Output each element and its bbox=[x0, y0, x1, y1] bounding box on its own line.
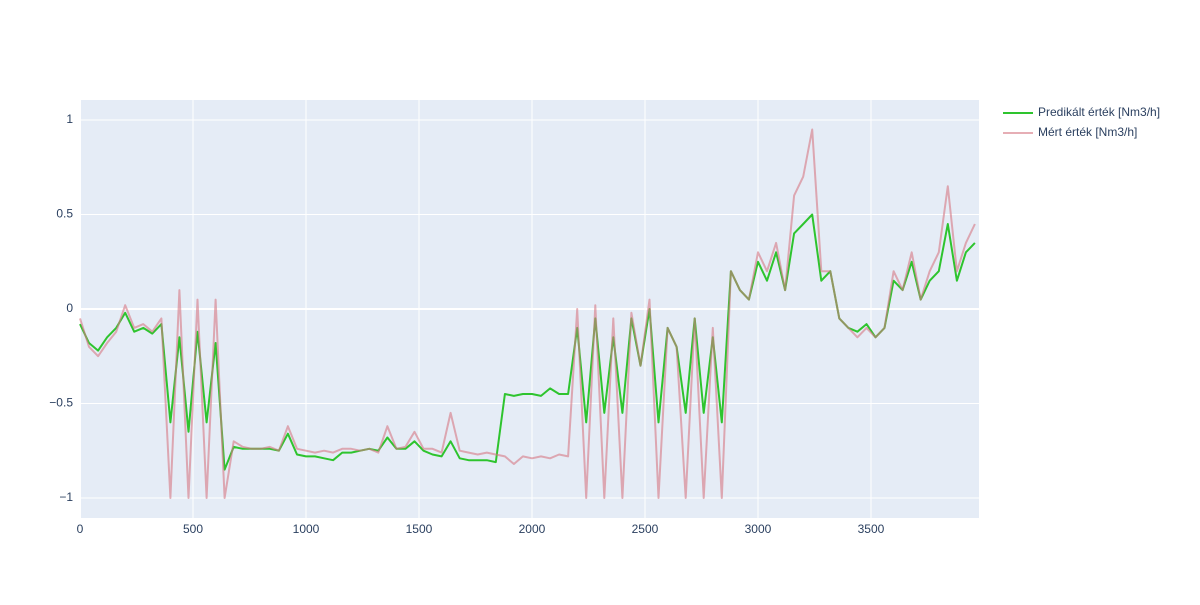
legend-label[interactable]: Predikált érték [Nm3/h] bbox=[1038, 105, 1160, 119]
y-tick-label: −1 bbox=[59, 490, 73, 504]
x-tick-label: 3000 bbox=[745, 522, 772, 536]
x-tick-label: 3500 bbox=[858, 522, 885, 536]
y-tick-label: −0.5 bbox=[49, 396, 73, 410]
y-tick-label: 0.5 bbox=[56, 207, 73, 221]
y-tick-label: 1 bbox=[66, 112, 73, 126]
series-line bbox=[79, 213, 976, 471]
x-tick-label: 1000 bbox=[293, 522, 320, 536]
x-tick-label: 1500 bbox=[406, 522, 433, 536]
legend-label[interactable]: Mért érték [Nm3/h] bbox=[1038, 125, 1137, 139]
series-line bbox=[79, 128, 976, 499]
y-tick-label: 0 bbox=[66, 301, 73, 315]
x-tick-label: 2000 bbox=[519, 522, 546, 536]
x-tick-label: 0 bbox=[77, 522, 84, 536]
x-tick-label: 2500 bbox=[632, 522, 659, 536]
x-tick-label: 500 bbox=[183, 522, 203, 536]
